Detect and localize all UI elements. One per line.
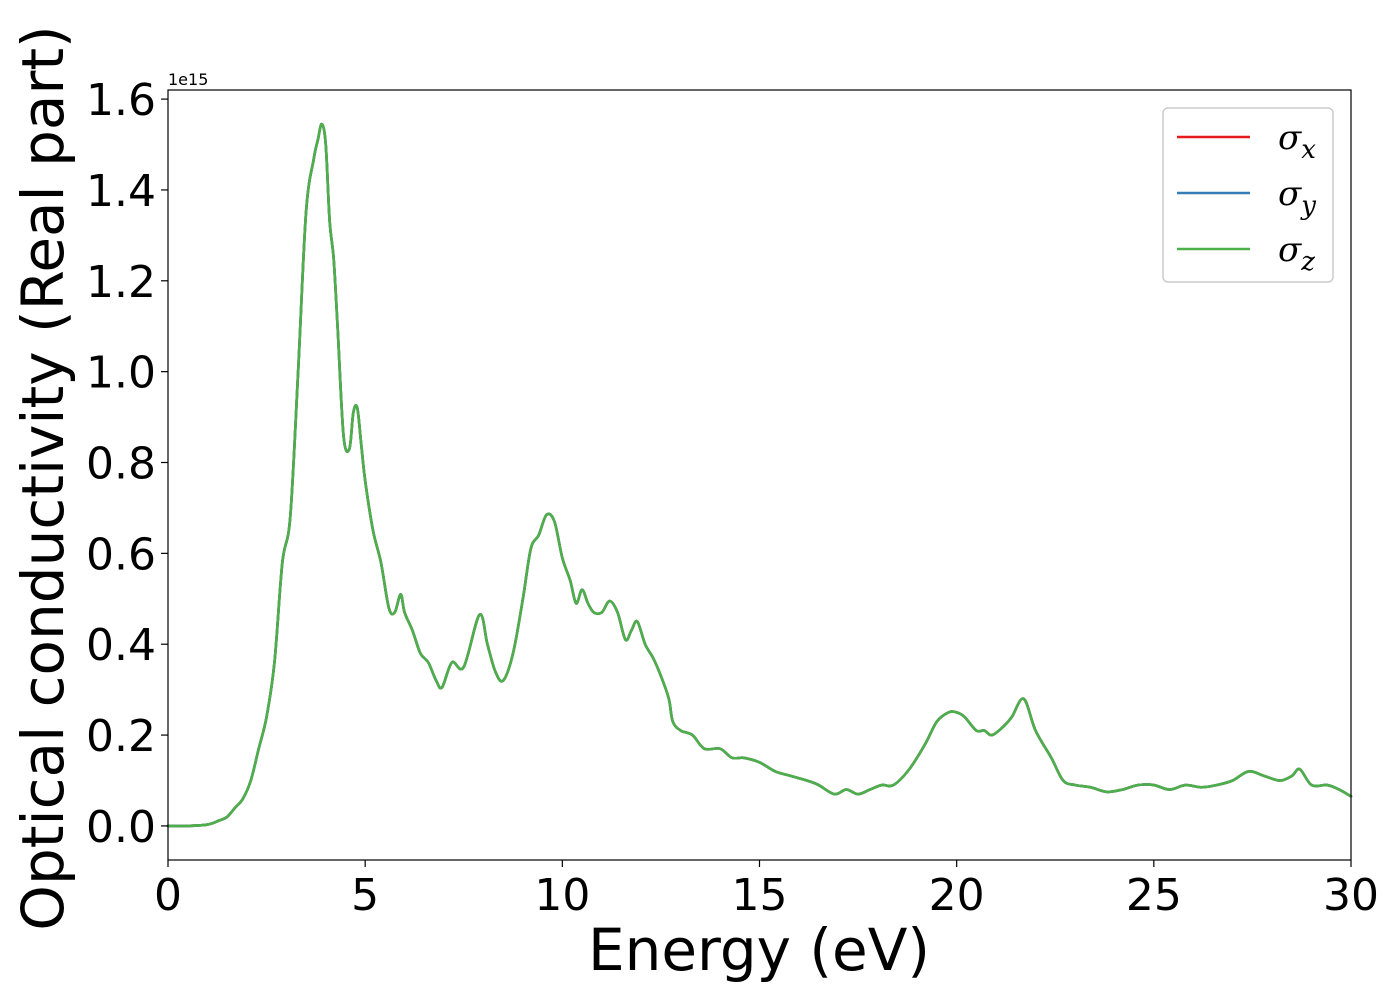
legend-label-sigma-z: σz: [1278, 230, 1315, 277]
y-tick-label: 1.0: [86, 348, 156, 399]
x-tick-label: 25: [1126, 870, 1182, 921]
x-tick-label: 20: [929, 870, 985, 921]
x-tick-label: 0: [154, 870, 182, 921]
y-offset-label: 1e15: [168, 70, 208, 89]
legend-label-sigma-y: σy: [1278, 174, 1316, 221]
y-tick-label: 0.8: [86, 439, 156, 490]
x-axis-title: Energy (eV): [588, 916, 930, 984]
legend-items: σx σy σz: [1177, 118, 1316, 277]
y-tick-label: 1.4: [86, 166, 156, 217]
series-line-sigma-z: [166, 122, 1353, 828]
x-tick-label: 30: [1323, 870, 1379, 921]
x-axis-ticks: 0 5 10 15 20 25 30: [154, 860, 1379, 921]
y-axis-ticks: 0.0 0.2 0.4 0.6 0.8 1.0 1.2 1.4 1.6: [86, 75, 168, 853]
y-tick-label: 1.6: [86, 75, 156, 126]
legend-label-sigma-x: σx: [1278, 118, 1316, 165]
y-tick-label: 0.4: [86, 620, 156, 671]
y-tick-label: 0.0: [86, 802, 156, 853]
y-axis-title: Optical conductivity (Real part): [9, 25, 77, 930]
x-tick-label: 5: [351, 870, 379, 921]
y-tick-label: 0.6: [86, 529, 156, 580]
legend-frame: [1162, 107, 1334, 283]
series-layer: [166, 122, 1353, 828]
x-tick-label: 10: [534, 870, 590, 921]
x-tick-label: 15: [732, 870, 788, 921]
legend: σx σy σz: [1162, 107, 1334, 283]
y-tick-label: 1.2: [86, 257, 156, 308]
y-tick-label: 0.2: [86, 711, 156, 762]
